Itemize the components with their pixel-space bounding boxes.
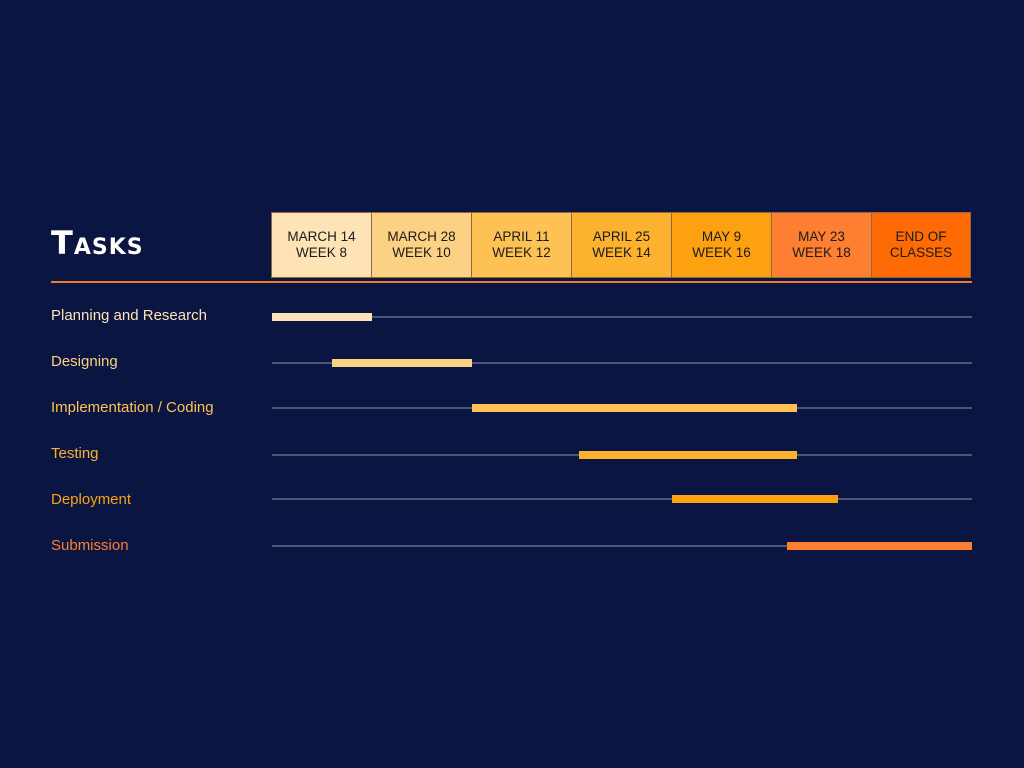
task-bar bbox=[787, 542, 972, 550]
task-bar bbox=[472, 404, 797, 412]
task-bar bbox=[272, 313, 372, 321]
task-bar bbox=[579, 451, 797, 459]
task-bar bbox=[672, 495, 838, 503]
task-bar bbox=[332, 359, 472, 367]
